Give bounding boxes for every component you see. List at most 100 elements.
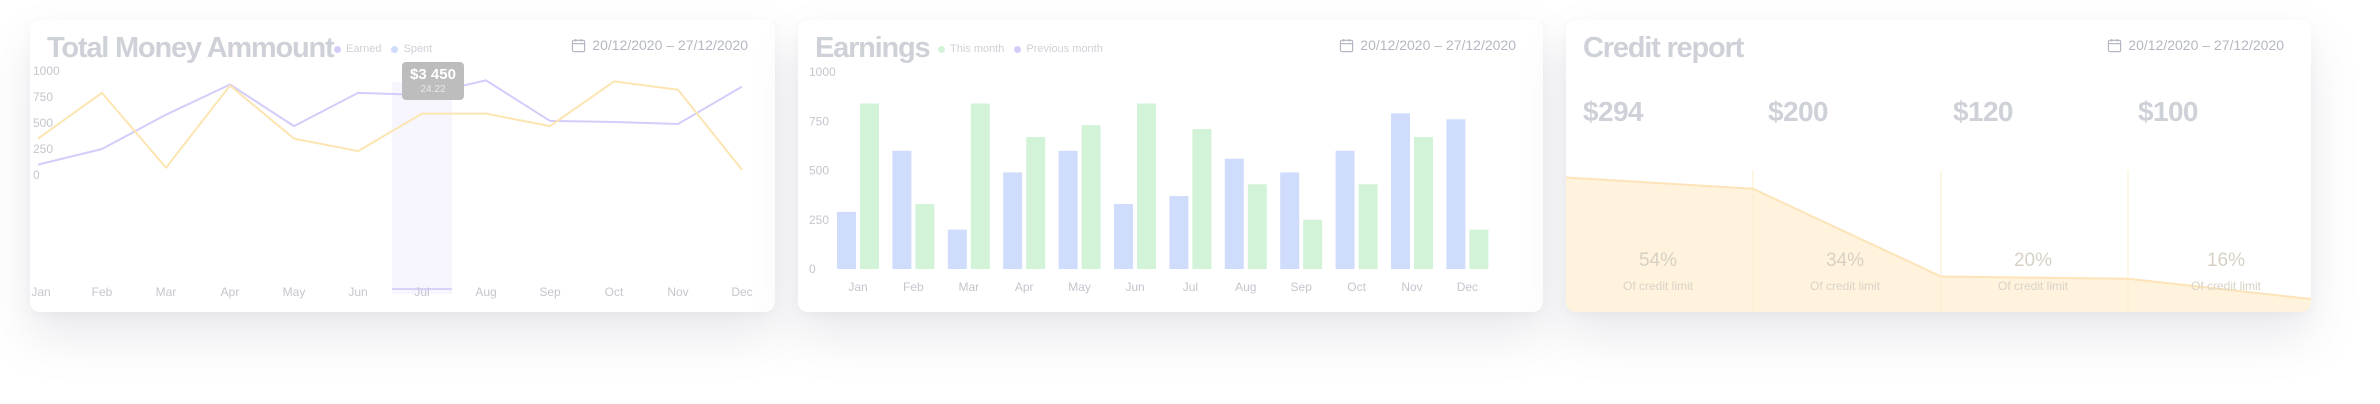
bar-this-month [860, 103, 879, 270]
legend-label: Previous month [1026, 43, 1103, 55]
highlight-band-indicator [392, 288, 452, 290]
legend-item-this-month[interactable]: This month [938, 43, 1004, 55]
credit-stat-3: $120 [1953, 96, 2013, 127]
tooltip-value: $3 450 [410, 66, 456, 83]
card-title: Earnings [815, 32, 931, 64]
x-tick-label: Apr [1015, 280, 1034, 294]
x-tick-label: Jul [1183, 280, 1198, 294]
date-range-text: 20/12/2020 – 27/12/2020 [1360, 37, 1516, 53]
legend-dot-spent [391, 45, 399, 53]
bar-previous-month [1446, 119, 1466, 269]
bar-previous-month [892, 150, 912, 269]
x-tick-label: Jul [414, 285, 429, 299]
bar-previous-month [1058, 150, 1078, 269]
chart-tooltip: $3 450 24.22 [402, 62, 464, 100]
credit-stat-4: $100 [2138, 96, 2198, 127]
calendar-icon [2108, 38, 2122, 52]
x-tick-label: Nov [667, 285, 688, 299]
bar-this-month [1192, 129, 1212, 269]
y-tick-label: 1000 [809, 65, 836, 79]
y-tick-label: 1000 [33, 64, 60, 78]
x-tick-label: Oct [1347, 280, 1366, 294]
total-money-line-chart: 0 250 500 750 1000 Jan Feb Mar Apr May Jun Jul Aug Se… [31, 64, 752, 299]
x-tick-label: Jun [348, 285, 367, 299]
legend-item-spent[interactable]: Spent [391, 43, 432, 55]
legend-dot-this-month [938, 45, 945, 53]
tooltip-sub: 24.22 [420, 84, 446, 95]
bar-this-month [1247, 184, 1267, 269]
total-money-card: 0 250 500 750 1000 Jan Feb Mar Apr May Jun Jul Aug Se… [30, 20, 775, 312]
date-range-picker[interactable]: 20/12/2020 – 27/12/2020 [2107, 37, 2284, 53]
y-tick-label: 750 [33, 90, 53, 104]
bar-previous-month [837, 211, 856, 269]
date-range-text: 20/12/2020 – 27/12/2020 [2128, 37, 2284, 53]
x-tick-label: Sep [1291, 280, 1313, 294]
bar-previous-month [1114, 203, 1133, 269]
calendar-icon [572, 38, 586, 52]
bar-this-month [1303, 219, 1323, 269]
y-tick-label: 250 [809, 213, 829, 227]
y-tick-label: 250 [33, 142, 53, 156]
x-tick-label: Nov [1401, 280, 1422, 294]
series-line-earned [37, 79, 743, 166]
legend-item-previous-month[interactable]: Previous month [1014, 43, 1103, 55]
credit-report-card: Credit report 20/12/2020 – 27/12/2020 $2… [1566, 20, 2311, 312]
series-line-spent [37, 80, 743, 171]
date-range-text: 20/12/2020 – 27/12/2020 [592, 37, 748, 53]
x-tick-label: Apr [221, 285, 240, 299]
x-tick-label: May [1068, 280, 1091, 294]
bar-previous-month [1391, 113, 1410, 270]
earnings-bar-chart: 0 250 500 750 1000 Jan Feb Mar Apr May Jun Jul Aug Se… [809, 65, 1489, 294]
bar-previous-month [1335, 150, 1355, 269]
x-tick-label: Oct [605, 285, 624, 299]
y-tick-label: 500 [809, 164, 829, 178]
x-tick-label: Dec [1457, 280, 1478, 294]
y-tick-label: 0 [33, 168, 40, 182]
bar-this-month [1414, 137, 1433, 269]
x-tick-label: Dec [731, 285, 752, 299]
y-tick-label: 0 [809, 262, 816, 276]
credit-area-chart [1566, 170, 2311, 312]
x-tick-label: Aug [475, 285, 496, 299]
x-tick-label: Jan [31, 285, 50, 299]
card-title: Credit report [1583, 32, 1744, 64]
bar-this-month [1137, 103, 1156, 270]
credit-area [1566, 177, 2311, 312]
x-tick-label: Sep [539, 285, 561, 299]
legend-label: Earned [346, 43, 382, 55]
credit-segment-percent: 34% [1825, 250, 1865, 271]
x-tick-label: Jan [848, 280, 867, 294]
y-tick-label: 750 [809, 114, 829, 128]
bar-this-month [970, 103, 990, 270]
legend-dot-earned [334, 45, 341, 53]
bar-previous-month [1224, 158, 1244, 269]
x-tick-label: Mar [958, 280, 979, 294]
bar-previous-month [1280, 172, 1300, 269]
credit-stat-2: $200 [1768, 96, 1828, 127]
date-range-picker[interactable]: 20/12/2020 – 27/12/2020 [1339, 37, 1516, 53]
credit-segment-percent: 16% [2206, 250, 2246, 271]
x-tick-label: Aug [1235, 280, 1256, 294]
highlight-band [392, 82, 452, 294]
chart-legend: Earned Spent [334, 43, 432, 55]
x-tick-label: May [283, 285, 306, 299]
bar-this-month [1026, 137, 1046, 269]
date-range-picker[interactable]: 20/12/2020 – 27/12/2020 [571, 37, 748, 53]
earnings-card: 0 250 500 750 1000 Jan Feb Mar Apr May Jun Jul Aug Se… [798, 20, 1543, 312]
legend-label: This month [950, 43, 1005, 55]
credit-segment-label: Of credit limit [1997, 279, 2068, 293]
credit-segment-percent: 20% [2013, 250, 2053, 271]
bar-previous-month [947, 229, 967, 269]
x-tick-label: Feb [903, 280, 924, 294]
bar-previous-month [1169, 196, 1189, 269]
bar-this-month [1358, 184, 1378, 269]
x-tick-label: Mar [156, 285, 177, 299]
credit-line [1566, 176, 2311, 300]
legend-item-earned[interactable]: Earned [334, 43, 381, 55]
credit-segment-percent: 54% [1638, 250, 1678, 271]
y-tick-label: 500 [33, 116, 53, 130]
calendar-icon [1340, 38, 1354, 52]
legend-dot-previous-month [1014, 45, 1022, 53]
chart-legend: This month Previous month [938, 43, 1103, 55]
x-tick-label: Jun [1125, 280, 1144, 294]
